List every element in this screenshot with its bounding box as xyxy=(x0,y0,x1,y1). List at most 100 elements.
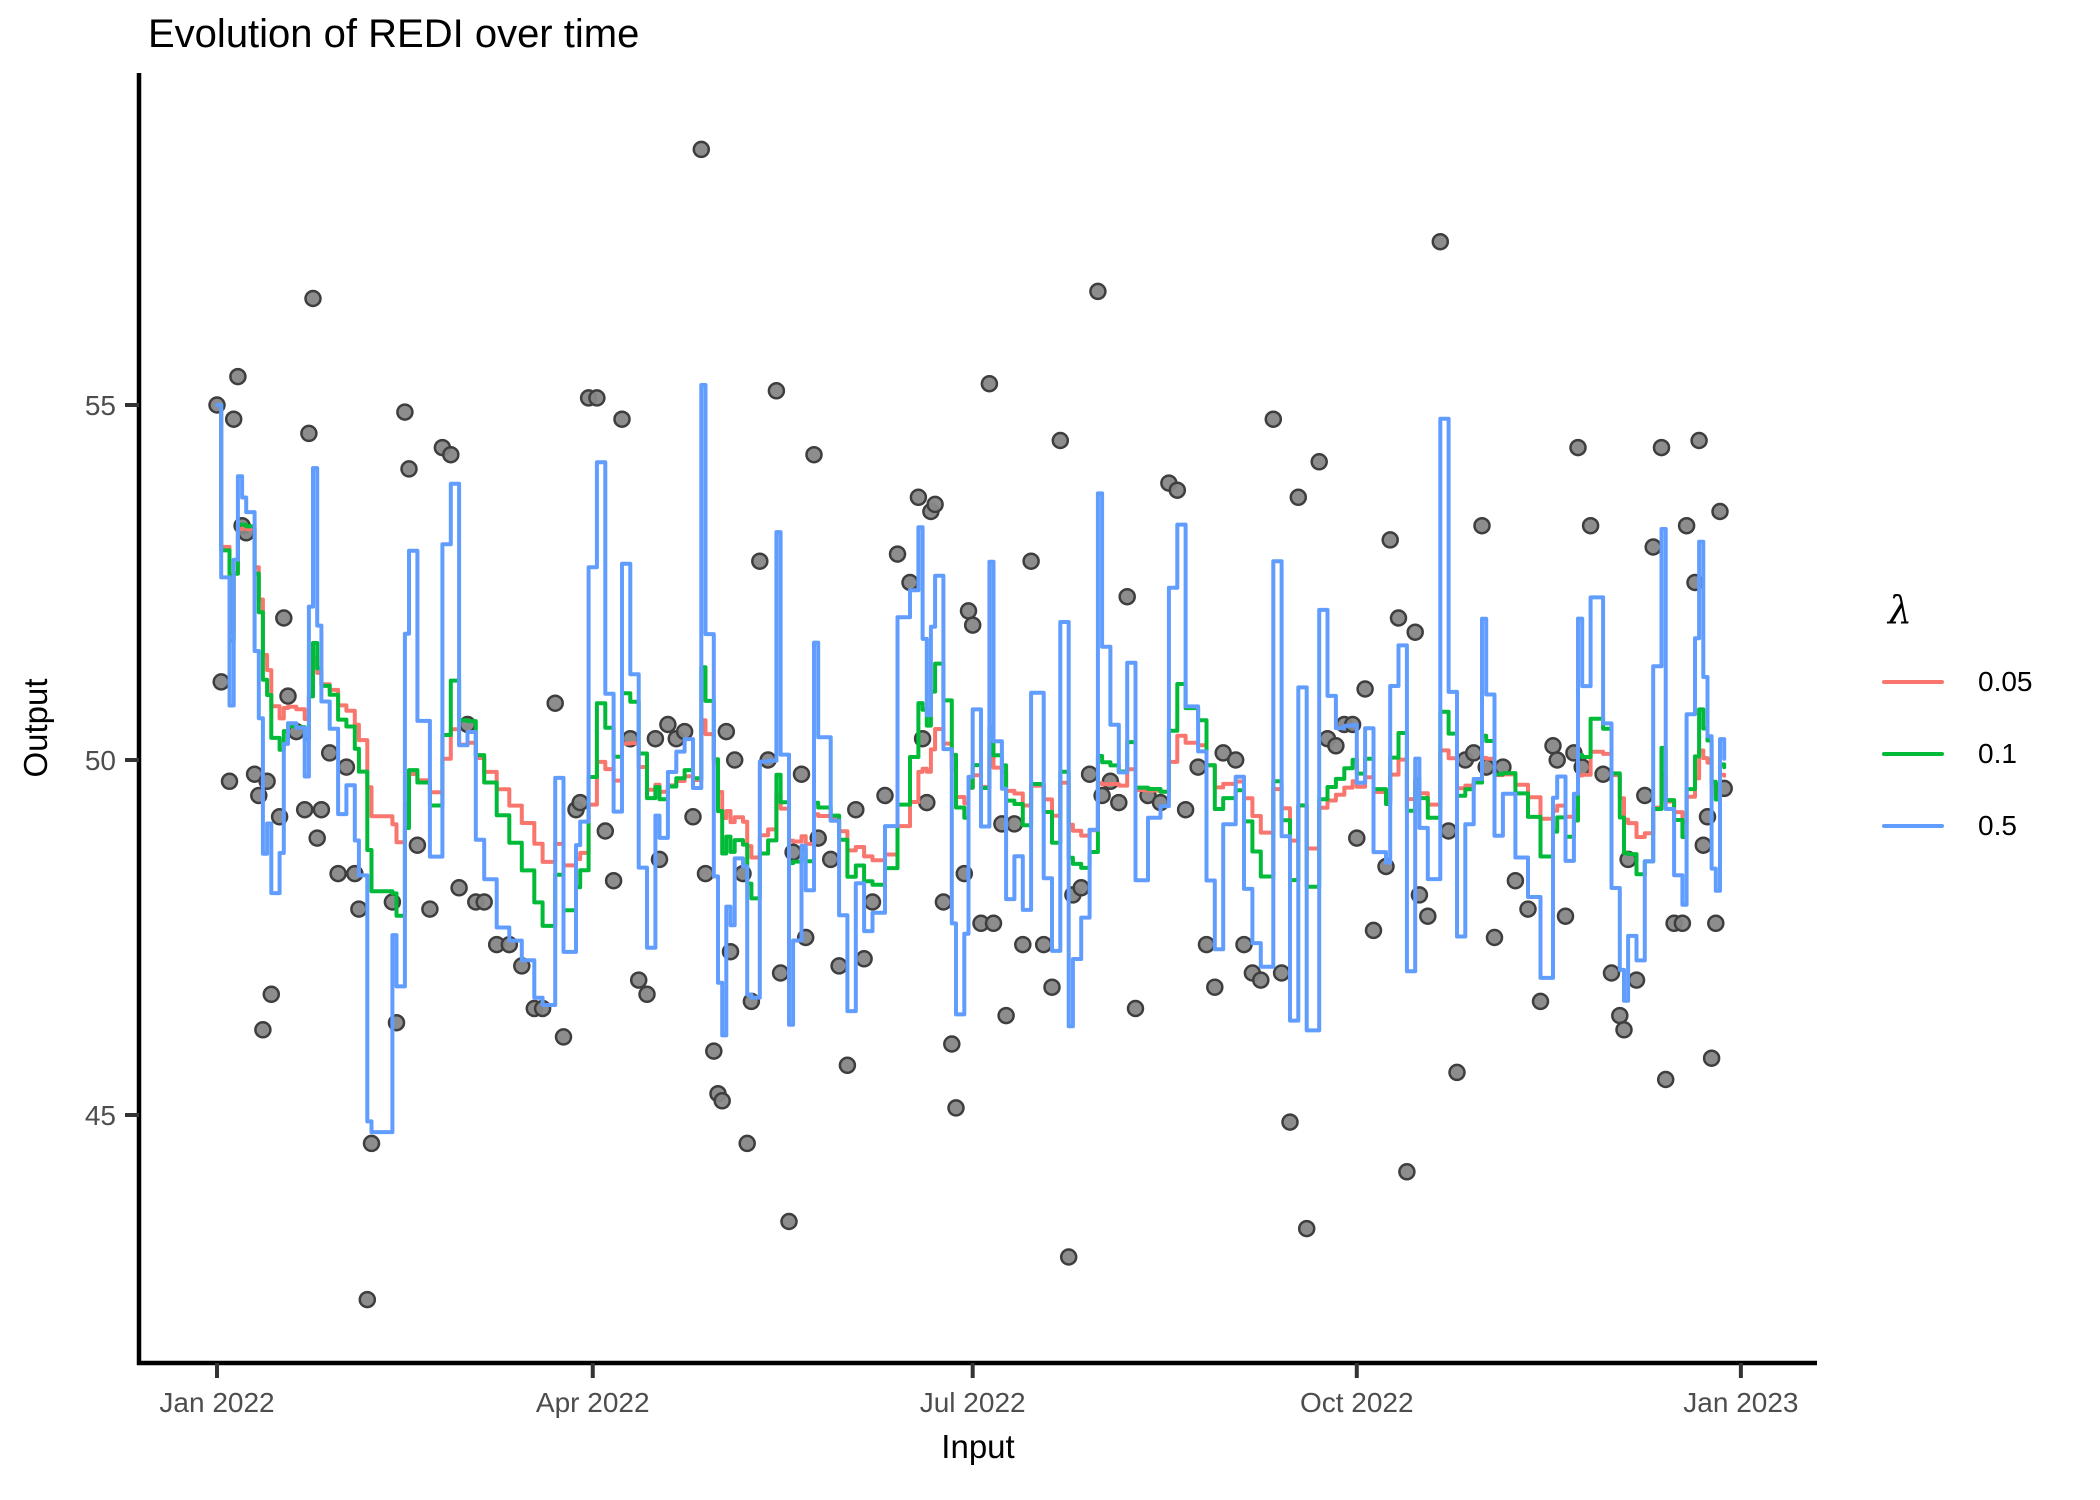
data-point xyxy=(980,374,999,393)
data-point xyxy=(275,609,293,627)
legend-title-lambda: λ xyxy=(1888,588,1913,632)
data-point xyxy=(909,488,928,507)
data-point xyxy=(675,722,694,741)
y-axis-title: Output xyxy=(17,678,54,778)
data-point xyxy=(918,793,936,812)
data-point xyxy=(1110,793,1128,812)
data-point xyxy=(1594,765,1612,783)
data-point xyxy=(1419,907,1437,925)
legend-label-05: 0.5 xyxy=(1978,810,2017,841)
data-point xyxy=(224,410,243,428)
data-point xyxy=(725,751,744,769)
redi-line-lambda-0.5 xyxy=(215,383,1727,1135)
x-tick-label: Jan 2023 xyxy=(1683,1387,1798,1418)
x-tick-label: Oct 2022 xyxy=(1300,1387,1414,1418)
data-point xyxy=(1611,1006,1629,1025)
data-point xyxy=(1473,516,1491,535)
data-point xyxy=(1677,516,1696,535)
data-point xyxy=(997,1006,1015,1025)
data-point xyxy=(1485,928,1504,947)
legend-key-line-01 xyxy=(1882,752,1944,756)
data-point xyxy=(1707,914,1725,933)
data-point xyxy=(838,1056,857,1075)
data-point xyxy=(1226,751,1245,769)
legend-label-005: 0.05 xyxy=(1978,666,2033,697)
legend-item-01: 0.1 xyxy=(1882,738,2033,770)
data-point xyxy=(1581,516,1600,535)
data-point xyxy=(1439,822,1458,840)
y-tick-label: 50 xyxy=(85,745,116,776)
data-point xyxy=(1389,609,1408,627)
data-point xyxy=(696,864,715,883)
data-point xyxy=(888,545,907,563)
data-point xyxy=(926,495,944,514)
data-point xyxy=(1297,1219,1316,1238)
data-point xyxy=(1636,786,1654,805)
data-point xyxy=(876,786,894,805)
data-point xyxy=(1381,531,1399,549)
data-point xyxy=(279,687,297,705)
data-point xyxy=(1348,829,1366,847)
data-point xyxy=(1602,964,1621,982)
data-point xyxy=(1652,438,1671,457)
data-point xyxy=(1022,552,1040,570)
data-point xyxy=(1448,1063,1466,1082)
data-point xyxy=(1398,1163,1416,1181)
data-point xyxy=(475,893,493,911)
data-point xyxy=(1615,1021,1633,1039)
data-point xyxy=(554,1028,573,1046)
data-point xyxy=(396,403,414,421)
data-point xyxy=(1556,907,1575,925)
data-point xyxy=(1702,1049,1721,1067)
data-point xyxy=(1281,1113,1299,1131)
data-point xyxy=(450,879,468,897)
data-point xyxy=(1005,815,1024,833)
data-point xyxy=(1235,935,1253,954)
data-point xyxy=(646,729,665,748)
data-point xyxy=(934,893,953,911)
data-point xyxy=(705,1042,723,1060)
data-point xyxy=(212,673,230,691)
data-point xyxy=(1014,935,1032,954)
data-point xyxy=(1264,410,1283,428)
data-point xyxy=(304,289,322,308)
data-point xyxy=(692,140,711,159)
data-point xyxy=(863,893,882,911)
data-point xyxy=(1694,836,1713,854)
legend-label-01: 0.1 xyxy=(1978,738,2017,769)
data-point xyxy=(1176,800,1195,819)
data-point xyxy=(713,1092,731,1110)
data-point xyxy=(1310,453,1328,471)
data-point xyxy=(362,1134,381,1153)
data-point xyxy=(805,445,823,464)
legend-key-line-05 xyxy=(1882,824,1944,828)
data-point xyxy=(1043,978,1061,996)
data-point xyxy=(1118,587,1136,606)
data-point xyxy=(771,964,790,982)
data-point xyxy=(1464,744,1483,762)
data-point xyxy=(821,850,840,869)
data-point xyxy=(792,765,811,783)
data-point xyxy=(717,722,736,741)
data-point xyxy=(596,822,615,840)
data-point xyxy=(1690,431,1708,450)
data-point xyxy=(1252,971,1270,989)
data-point xyxy=(1089,282,1107,301)
x-tick-label: Jul 2022 xyxy=(920,1387,1026,1418)
data-point xyxy=(638,985,656,1004)
data-point xyxy=(254,1021,272,1039)
data-point xyxy=(571,793,589,812)
data-point xyxy=(959,602,978,620)
data-point xyxy=(262,985,281,1004)
data-point xyxy=(751,552,769,570)
data-point xyxy=(1289,488,1308,507)
data-point xyxy=(855,950,873,968)
data-point xyxy=(588,389,606,407)
data-point xyxy=(358,1290,377,1309)
data-point xyxy=(984,914,1003,933)
data-point xyxy=(613,410,631,428)
data-point xyxy=(659,715,677,734)
y-tick-label: 55 xyxy=(85,390,116,421)
data-point xyxy=(1569,438,1587,457)
